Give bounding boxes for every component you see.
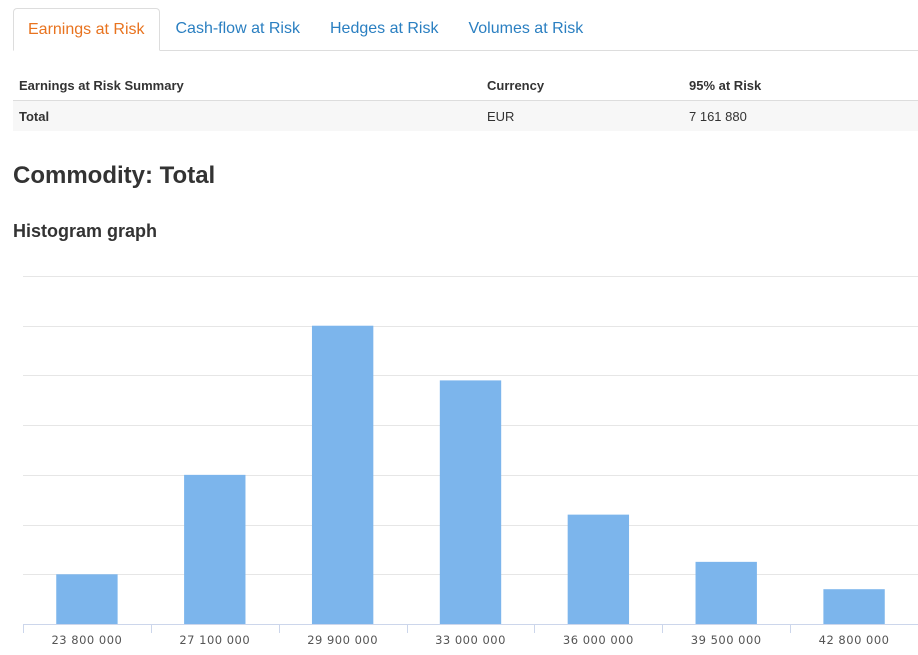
risk-tabs: Earnings at Risk Cash-flow at Risk Hedge…: [13, 8, 918, 51]
histogram-bar: [567, 514, 630, 624]
tab-volumes-at-risk[interactable]: Volumes at Risk: [468, 20, 584, 37]
histogram-bar: [56, 574, 118, 624]
table-row: Total EUR 7 161 880: [13, 100, 918, 131]
histogram-bar: [823, 589, 885, 624]
x-tick-label: 27 100 000: [179, 633, 250, 647]
row-currency: EUR: [481, 100, 683, 131]
x-tick-label: 33 000 000: [435, 633, 506, 647]
histogram-title: Histogram graph: [13, 221, 158, 241]
tab-hedges-at-risk[interactable]: Hedges at Risk: [329, 20, 439, 37]
x-tick-label: 42 800 000: [819, 633, 890, 647]
tab-cash-flow-at-risk[interactable]: Cash-flow at Risk: [175, 20, 300, 37]
x-tick-label: 23 800 000: [51, 633, 122, 647]
tab-earnings-at-risk[interactable]: Earnings at Risk: [13, 8, 160, 51]
currency-header: Currency: [481, 70, 683, 101]
summary-header: Earnings at Risk Summary: [13, 70, 481, 101]
histogram-bar: [184, 474, 246, 624]
x-tick-label: 36 000 000: [563, 633, 634, 647]
histogram-bar: [311, 325, 374, 624]
commodity-title: Commodity: Total: [13, 162, 216, 189]
histogram-svg: 23 800 000 27 100 000 29 900 000 33 000 000…: [23, 276, 918, 647]
earnings-at-risk-summary-table: Earnings at Risk Summary Currency 95% at…: [13, 70, 918, 131]
x-tick-label: 39 500 000: [691, 633, 762, 647]
row-at-risk-value: 7 161 880: [683, 100, 918, 131]
histogram-bar: [695, 561, 757, 624]
histogram-chart: 23 800 000 27 100 000 29 900 000 33 000 000…: [0, 260, 918, 655]
at-risk-header: 95% at Risk: [683, 70, 918, 101]
histogram-bar: [439, 380, 502, 624]
x-tick-label: 29 900 000: [307, 633, 378, 647]
table-header-row: Earnings at Risk Summary Currency 95% at…: [13, 70, 918, 101]
row-label: Total: [13, 100, 481, 131]
